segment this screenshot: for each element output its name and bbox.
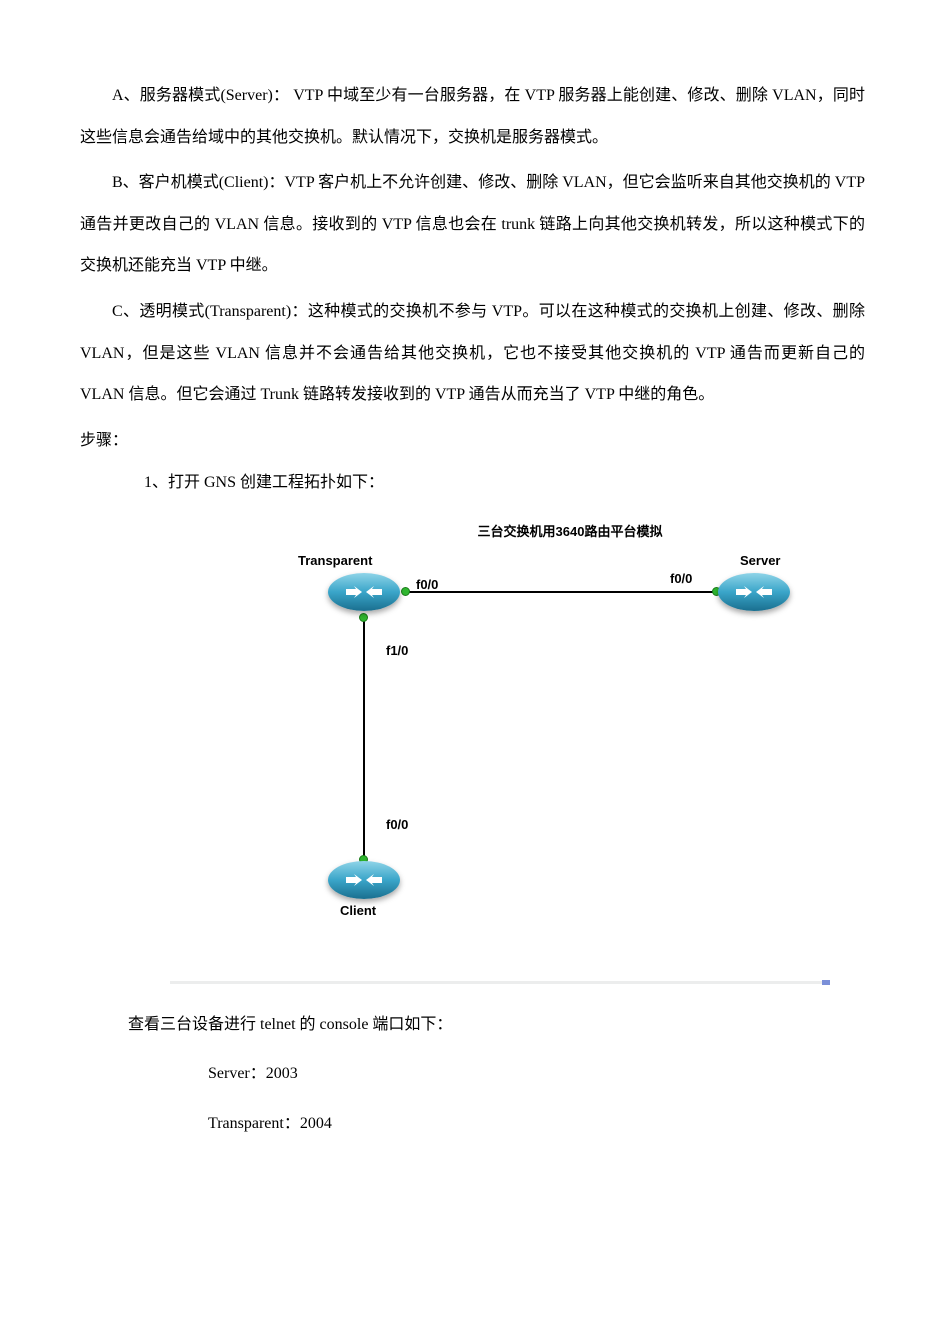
node-server-label: Server [740, 553, 780, 568]
switch-icon [344, 583, 384, 601]
port-transparent-f10: f1/0 [386, 643, 408, 658]
post-diagram-text: 查看三台设备进行 telnet 的 console 端口如下： [80, 1004, 865, 1046]
switch-icon [344, 871, 384, 889]
node-server [718, 573, 790, 611]
steps-label: 步骤： [80, 422, 865, 460]
link-dot-3 [359, 613, 368, 622]
step-1: 1、打开 GNS 创建工程拓扑如下： [80, 464, 865, 502]
divider [170, 981, 830, 984]
switch-icon [734, 583, 774, 601]
port-transparent-f00: f0/0 [416, 577, 438, 592]
port-server-f00: f0/0 [670, 571, 692, 586]
port-client-f00: f0/0 [386, 817, 408, 832]
topology-diagram: 三台交换机用3640路由平台模拟 Transparent Server Clie… [310, 521, 830, 941]
node-transparent-label: Transparent [298, 553, 372, 568]
link-transparent-client [363, 616, 365, 860]
node-client-label: Client [340, 903, 376, 918]
link-transparent-server [405, 591, 717, 593]
paragraph-b: B、客户机模式(Client)：VTP 客户机上不允许创建、修改、删除 VLAN… [80, 162, 865, 287]
node-transparent [328, 573, 400, 611]
console-server: Server：2003 [80, 1053, 865, 1095]
node-client [328, 861, 400, 899]
diagram-title: 三台交换机用3640路由平台模拟 [478, 521, 663, 540]
paragraph-c: C、透明模式(Transparent)：这种模式的交换机不参与 VTP。可以在这… [80, 291, 865, 416]
console-transparent: Transparent：2004 [80, 1103, 865, 1145]
paragraph-a: A、服务器模式(Server)： VTP 中域至少有一台服务器，在 VTP 服务… [80, 75, 865, 158]
link-dot-1 [401, 587, 410, 596]
